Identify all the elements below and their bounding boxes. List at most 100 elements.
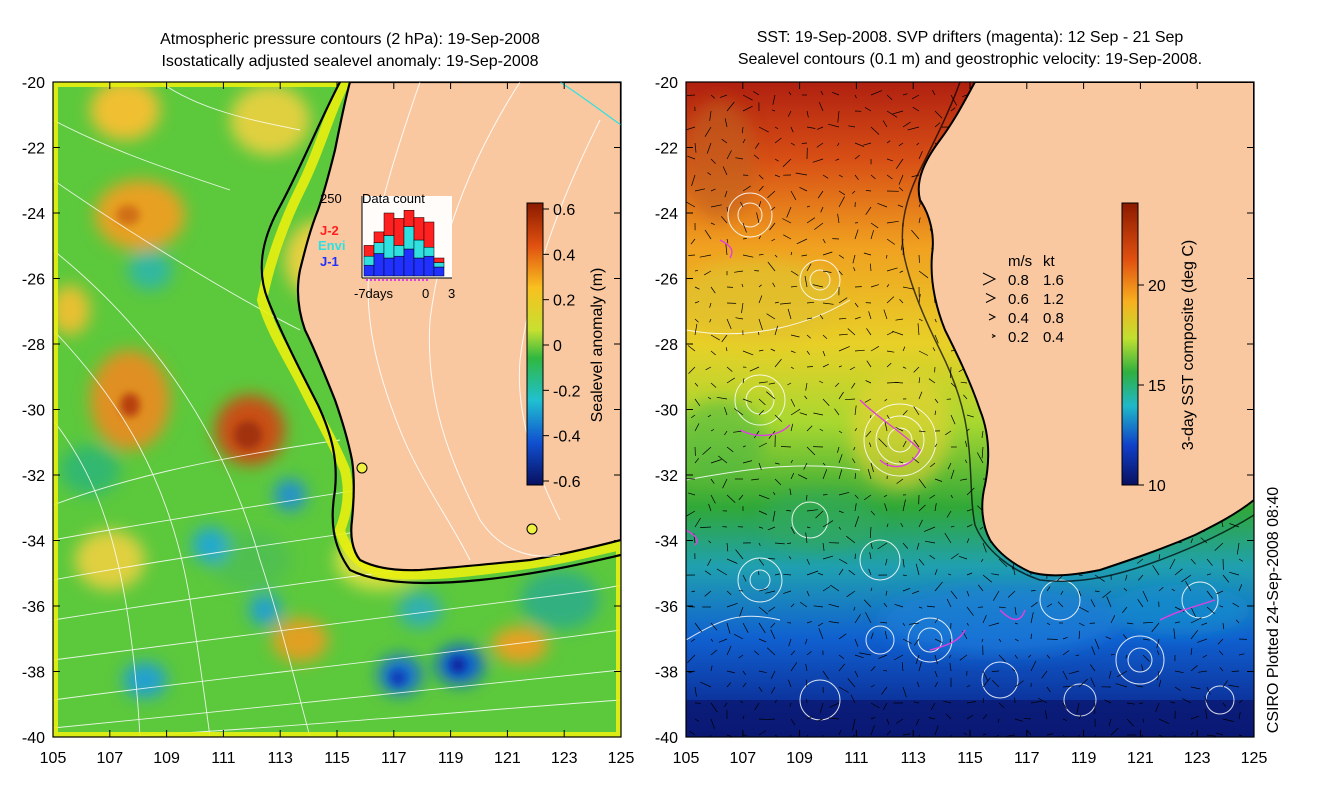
velocity-arrow bbox=[767, 190, 776, 199]
velocity-arrow bbox=[1158, 718, 1170, 725]
data-count-inset: 250 Data count -7days 0 3 J-2 Envi J-1 bbox=[318, 191, 455, 301]
velocity-arrow bbox=[932, 89, 936, 96]
velocity-arrow bbox=[886, 362, 892, 368]
velocity-arrow bbox=[772, 282, 776, 288]
velocity-arrow bbox=[982, 614, 987, 624]
velocity-arrow bbox=[720, 216, 728, 224]
velocity-arrow bbox=[704, 270, 712, 276]
velocity-arrow bbox=[962, 94, 968, 98]
velocity-arrow bbox=[838, 297, 848, 304]
velocity-arrow bbox=[742, 350, 754, 356]
inset-day-marker bbox=[366, 279, 368, 281]
velocity-arrow bbox=[790, 142, 795, 146]
velocity-arrow bbox=[964, 440, 968, 448]
velocity-arrow bbox=[1190, 538, 1193, 544]
velocity-arrow bbox=[805, 532, 808, 544]
velocity-arrow bbox=[790, 662, 798, 672]
velocity-arrow bbox=[837, 446, 840, 453]
velocity-arrow bbox=[979, 526, 984, 530]
velocity-arrow bbox=[774, 137, 782, 144]
velocity-legend-ms: 0.8 bbox=[1008, 272, 1029, 289]
velocity-arrow bbox=[1231, 670, 1240, 672]
velocity-arrow bbox=[788, 679, 792, 688]
velocity-arrow bbox=[883, 669, 888, 672]
velocity-arrow bbox=[790, 603, 795, 608]
velocity-arrow bbox=[837, 213, 840, 224]
station-marker bbox=[356, 462, 368, 474]
cyan-contour bbox=[559, 82, 621, 126]
velocity-arrow bbox=[838, 663, 846, 672]
velocity-arrow bbox=[853, 446, 856, 451]
velocity-arrow bbox=[854, 94, 857, 99]
velocity-arrow bbox=[704, 229, 712, 240]
velocity-arrow bbox=[687, 155, 696, 160]
velocity-arrow bbox=[1229, 523, 1240, 528]
sla-colorbar-tick-label: 0.4 bbox=[553, 247, 575, 264]
x-tick-label: 113 bbox=[267, 750, 293, 767]
velocity-arrow bbox=[707, 172, 712, 176]
velocity-arrow bbox=[1206, 558, 1213, 566]
velocity-arrow bbox=[749, 366, 760, 372]
velocity-arrow bbox=[790, 270, 799, 276]
velocity-arrow bbox=[716, 396, 728, 400]
velocity-arrow bbox=[1078, 678, 1088, 688]
velocity-arrow bbox=[1122, 634, 1128, 640]
velocity-arrow bbox=[758, 622, 766, 634]
velocity-arrow bbox=[976, 452, 984, 464]
velocity-arrow bbox=[854, 302, 859, 308]
velocity-arrow bbox=[884, 503, 888, 512]
velocity-arrow bbox=[772, 510, 776, 522]
y-tick-label: -20 bbox=[22, 75, 45, 92]
velocity-arrow bbox=[1062, 650, 1070, 656]
velocity-arrow bbox=[733, 633, 744, 640]
velocity-arrow bbox=[1169, 558, 1176, 570]
velocity-legend: m/s kt 0.8 1.6 0.6 1.2 0.4 0.8 0.2 0.4 bbox=[982, 253, 1064, 346]
left-coast-shelf-fill bbox=[53, 82, 621, 737]
velocity-arrow bbox=[1110, 727, 1119, 736]
velocity-arrow bbox=[838, 491, 850, 496]
velocity-arrow bbox=[886, 718, 890, 725]
velocity-arrow bbox=[966, 606, 974, 616]
velocity-arrow bbox=[1110, 653, 1115, 656]
velocity-arrow bbox=[854, 516, 860, 528]
velocity-arrow bbox=[918, 254, 920, 263]
velocity-arrow bbox=[818, 101, 824, 112]
velocity-arrow bbox=[828, 621, 840, 624]
inset-bar-j1 bbox=[373, 253, 385, 277]
sla-colorbar-tick-label: 0.6 bbox=[553, 202, 575, 219]
velocity-arrow bbox=[998, 638, 1002, 643]
velocity-arrow bbox=[915, 654, 920, 665]
inset-day-marker bbox=[402, 279, 404, 281]
velocity-arrow bbox=[726, 150, 732, 160]
velocity-arrow bbox=[1206, 734, 1216, 737]
velocity-arrow bbox=[725, 243, 728, 256]
velocity-arrow bbox=[770, 206, 776, 211]
velocity-arrow bbox=[1238, 711, 1241, 720]
velocity-legend-kt: 1.6 bbox=[1043, 272, 1064, 289]
velocity-arrow bbox=[828, 603, 840, 608]
velocity-arrow bbox=[918, 606, 923, 609]
velocity-arrow bbox=[837, 142, 840, 146]
velocity-arrow bbox=[854, 142, 865, 147]
velocity-arrow bbox=[853, 606, 856, 611]
velocity-arrow bbox=[854, 428, 857, 432]
velocity-arrow bbox=[822, 555, 834, 560]
y-tick-label: -38 bbox=[22, 665, 45, 682]
x-tick-label: 111 bbox=[844, 750, 868, 767]
velocity-arrow bbox=[774, 174, 781, 178]
velocity-arrow bbox=[694, 142, 697, 153]
velocity-arrow bbox=[1222, 574, 1230, 583]
velocity-arrow bbox=[1156, 650, 1160, 656]
velocity-arrow bbox=[848, 125, 856, 128]
velocity-arrow bbox=[902, 410, 908, 416]
velocity-arrow bbox=[686, 126, 696, 131]
x-tick-label: 121 bbox=[1127, 750, 1154, 767]
velocity-arrow bbox=[1046, 603, 1052, 608]
velocity-arrow bbox=[795, 172, 808, 176]
velocity-arrow bbox=[1014, 680, 1024, 688]
velocity-arrow bbox=[707, 414, 712, 418]
velocity-arrow bbox=[758, 638, 767, 643]
velocity-arrow bbox=[886, 331, 895, 336]
velocity-arrow bbox=[830, 584, 840, 592]
inset-day-marker bbox=[418, 279, 420, 281]
